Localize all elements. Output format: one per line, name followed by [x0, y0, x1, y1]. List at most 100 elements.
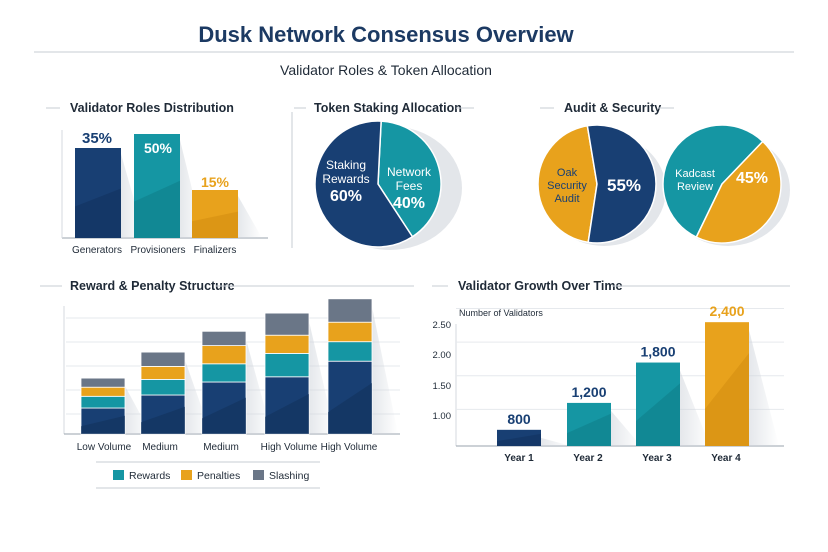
growth-ylabel: Number of Validators	[459, 308, 543, 318]
staking-slice-0-label: 60%	[330, 188, 362, 205]
rewards-bar-facet-1	[141, 406, 185, 434]
growth-bar-facet-2	[636, 383, 680, 446]
roles-bar-facet-2	[192, 211, 238, 238]
legend-swatch-penalties	[181, 470, 192, 480]
growth-bar-shadow-3	[749, 330, 779, 446]
rewards-bar-facet-3	[265, 393, 309, 434]
rewards-bar-4-slashing	[327, 298, 373, 323]
growth-label-1: 1,200	[571, 384, 606, 400]
staking-title: Token Staking Allocation	[314, 101, 462, 115]
rewards-panel-title: Reward & Penalty Structure	[40, 279, 414, 293]
growth-bar-shadow-2	[680, 370, 710, 446]
audit-pie-2-slice-1	[695, 140, 782, 244]
growth-label-0: 800	[507, 411, 531, 427]
rewards-bar-3-penalties	[264, 334, 310, 354]
audit-pie-1-slice-0	[537, 124, 598, 244]
staking-slice-1-name-a: Network	[387, 165, 432, 179]
rewards-bar-2-penalties	[201, 345, 247, 365]
growth-tick-3: Year 4	[711, 453, 741, 464]
roles-chart: Generators Provisioners Finalizers 35% 1…	[61, 130, 268, 256]
rewards-tick-4: High Volume	[321, 442, 378, 453]
audit-pie-1-slice-1	[586, 124, 657, 244]
rewards-tick-2: Medium	[203, 442, 239, 453]
growth-panel-title: Validator Growth Over Time	[432, 279, 790, 293]
rewards-bar-1-penalties	[140, 365, 186, 380]
rewards-bar-facet-4	[328, 383, 372, 434]
staking-panel-title: Token Staking Allocation	[294, 101, 474, 115]
legend-swatch-slashing	[253, 470, 264, 480]
legend-label-penalties: Penalties	[197, 470, 240, 482]
rewards-bar-facet-2	[202, 397, 246, 434]
rewards-legend: Rewards Penalties Slashing	[96, 461, 320, 489]
audit-pie-1-name-a: Oak	[557, 167, 578, 179]
rewards-tick-3: High Volume	[261, 442, 318, 453]
staking-chart: Staking Rewards 60% Network Fees 40%	[314, 120, 462, 250]
growth-bar-shadow-0	[541, 437, 571, 446]
roles-label-1: 50%	[144, 140, 173, 156]
rewards-bar-4-rewards	[327, 341, 373, 362]
growth-tick-1: Year 2	[573, 453, 603, 464]
audit-pie-2-label: 45%	[736, 170, 768, 187]
roles-label-0: 35%	[82, 130, 112, 147]
growth-tick-0: Year 1	[504, 453, 534, 464]
audit-pie-2-slice-0	[662, 124, 764, 239]
growth-tick-2: Year 3	[642, 453, 672, 464]
rewards-bar-1-rewards	[140, 378, 186, 396]
roles-tick-0: Generators	[72, 245, 122, 256]
rewards-tick-0: Low Volume	[77, 442, 132, 453]
rewards-bar-2-slashing	[201, 330, 247, 346]
roles-label-box-1	[134, 134, 178, 158]
rewards-bar-0-rewards	[80, 395, 126, 409]
legend-label-slashing: Slashing	[269, 470, 309, 482]
audit-title: Audit & Security	[564, 101, 661, 115]
audit-panel-title: Audit & Security	[540, 101, 674, 115]
growth-ytick-3: 2.50	[433, 320, 452, 331]
roles-panel-title: Validator Roles Distribution	[46, 101, 234, 115]
growth-ytick-0: 1.00	[433, 411, 452, 422]
page-title: Dusk Network Consensus Overview	[198, 22, 574, 47]
roles-label-2: 15%	[201, 174, 230, 190]
legend-swatch-rewards	[113, 470, 124, 480]
growth-bar-facet-0	[497, 433, 541, 446]
audit-pie-2-name-b: Review	[677, 181, 713, 193]
rewards-bar-0-penalties	[80, 386, 126, 397]
growth-title: Validator Growth Over Time	[458, 279, 622, 293]
rewards-tick-1: Medium	[142, 442, 178, 453]
rewards-bar-4-penalties	[327, 321, 373, 343]
legend-label-rewards: Rewards	[129, 470, 170, 482]
rewards-bar-0-slashing	[80, 377, 126, 388]
roles-bar-shadow-2	[238, 196, 262, 238]
roles-tick-1: Provisioners	[130, 245, 185, 256]
roles-bar-facet-0	[75, 188, 121, 238]
rewards-title: Reward & Penalty Structure	[70, 279, 235, 293]
growth-ytick-2: 2.00	[433, 350, 452, 361]
audit-pie-1-label: 55%	[607, 176, 641, 195]
roles-title: Validator Roles Distribution	[70, 101, 234, 115]
roles-bar-facet-1	[134, 180, 180, 238]
growth-chart: Number of Validators 8001,2001,8002,400 …	[433, 303, 784, 464]
growth-label-2: 1,800	[640, 344, 675, 360]
rewards-bar-shadow-4	[372, 306, 398, 434]
rewards-bar-1-slashing	[140, 351, 186, 367]
audit-pie-1-name-b: Security	[547, 180, 587, 192]
growth-bar-shadow-1	[611, 410, 641, 446]
growth-bar-facet-1	[567, 413, 611, 446]
audit-pie-2-name-a: Kadcast	[675, 168, 715, 180]
staking-slice-1-name-b: Fees	[396, 179, 423, 193]
staking-slice-0	[314, 120, 414, 248]
roles-tick-2: Finalizers	[194, 245, 237, 256]
growth-bar-facet-3	[705, 353, 749, 446]
growth-label-3: 2,400	[709, 303, 744, 319]
rewards-bar-facet-0	[81, 415, 125, 434]
staking-slice-0-name-b: Rewards	[322, 172, 369, 186]
rewards-bar-2-rewards	[201, 363, 247, 383]
rewards-chart: Low Volume Medium Medium High Volume Hig…	[63, 298, 400, 453]
rewards-bar-shadow-0	[125, 386, 151, 434]
page-subtitle: Validator Roles & Token Allocation	[280, 62, 492, 78]
rewards-bar-3-slashing	[264, 312, 310, 336]
audit-chart: Oak Security Audit 55% Kadcast Review 45…	[537, 124, 790, 246]
staking-slice-0-name-a: Staking	[326, 158, 366, 172]
audit-pie-1-name-c: Audit	[554, 193, 579, 205]
growth-ytick-1: 1.50	[433, 381, 452, 392]
